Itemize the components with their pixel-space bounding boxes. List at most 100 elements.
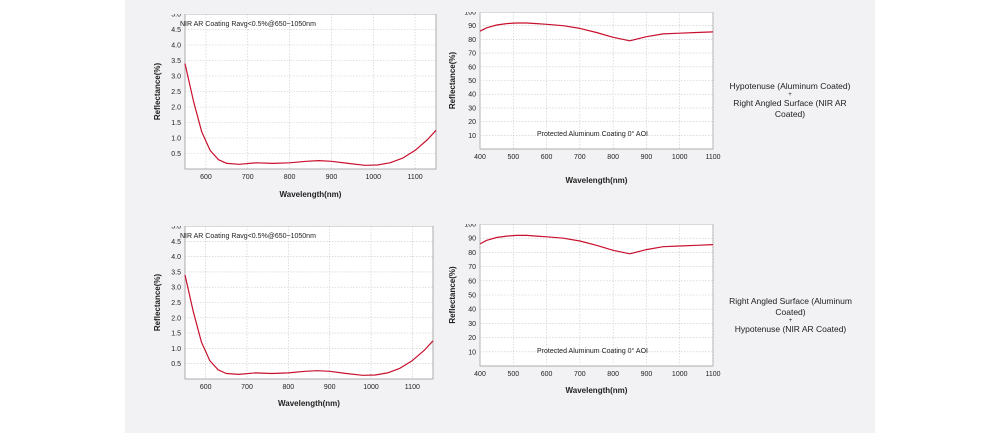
x-tick-label: 900 <box>324 384 336 391</box>
chart-title: Protected Aluminum Coating 0° AOI <box>537 130 648 138</box>
y-tick-label: 4.0 <box>171 43 181 50</box>
y-tick-label: 1.0 <box>171 346 181 353</box>
y-tick-label: 60 <box>468 64 476 71</box>
chart-aluminum-bottom: 10 20 30 40 50 60 70 80 90 100 400 500 600 700 800 900 1… <box>448 224 721 395</box>
x-tick-label: 700 <box>574 371 586 378</box>
plot-area <box>479 12 714 150</box>
chart-title: NIR AR Coating Ravg<0.5%@650~1050nm <box>180 21 316 28</box>
y-tick-label: 40 <box>468 92 476 99</box>
x-tick-label: 800 <box>284 174 296 181</box>
y-tick-label: 70 <box>468 51 476 58</box>
x-tick-label: 900 <box>326 174 338 181</box>
y-tick-label: 40 <box>468 307 476 314</box>
y-axis-label: Reflectance(%) <box>448 51 457 109</box>
y-tick-label: 90 <box>468 23 476 30</box>
coating-note-top: Hypotenuse (Aluminum Coated) + Right Ang… <box>720 81 860 120</box>
x-tick-label: 600 <box>200 384 212 391</box>
y-tick-label: 4.0 <box>171 254 181 261</box>
chart-title: Protected Aluminum Coating 0° AOI <box>537 347 648 355</box>
y-axis-label: Reflectance(%) <box>153 273 162 331</box>
y-tick-label: 90 <box>468 236 476 243</box>
y-tick-label: 10 <box>468 133 476 140</box>
reflectance-curve <box>184 63 437 166</box>
y-tick-label: 0.5 <box>171 151 181 158</box>
note-plus: + <box>788 92 792 98</box>
y-tick-label: 2.0 <box>171 315 181 322</box>
y-axis-label: Reflectance(%) <box>448 266 457 324</box>
y-tick-label: 3.5 <box>171 58 181 65</box>
y-tick-label: 30 <box>468 105 476 112</box>
chart-title: NIR AR Coating Ravg<0.5%@650~1050nm <box>180 233 316 240</box>
x-axis-label: Wavelength(nm) <box>566 176 628 185</box>
note-plus: + <box>788 318 793 324</box>
x-tick-label: 500 <box>507 154 519 161</box>
x-tick-label: 400 <box>474 371 486 378</box>
y-tick-label: 4.5 <box>171 27 181 34</box>
y-tick-label: 5.0 <box>171 226 181 231</box>
plot-area <box>479 224 714 367</box>
chart-nir-ar-bottom: 0.5 1.0 1.5 2.0 2.5 3.0 3.5 4.0 4.5 5.0 600 700 800 9… <box>153 226 434 408</box>
x-tick-label: 600 <box>541 371 553 378</box>
y-tick-label: 1.0 <box>171 136 181 143</box>
y-tick-label: 20 <box>468 335 476 342</box>
y-tick-label: 80 <box>468 37 476 44</box>
x-tick-label: 1000 <box>672 371 688 378</box>
y-tick-label: 80 <box>468 250 476 257</box>
y-tick-label: 1.5 <box>171 331 181 338</box>
x-tick-label: 900 <box>641 371 653 378</box>
note-line-1: Hypotenuse (Aluminum Coated) <box>729 81 851 91</box>
coating-note-bottom: Right Angled Surface (Aluminum Coated) +… <box>713 296 868 335</box>
x-axis-label: Wavelength(nm) <box>278 399 340 408</box>
x-tick-label: 600 <box>541 154 553 161</box>
y-tick-label: 2.0 <box>171 105 181 112</box>
x-axis-label: Wavelength(nm) <box>566 386 628 395</box>
x-tick-label: 1100 <box>408 174 423 181</box>
note-line-1: Right Angled Surface (Aluminum Coated) <box>729 296 852 317</box>
plot-area <box>184 14 437 170</box>
x-tick-label: 1100 <box>705 371 720 378</box>
x-tick-label: 1000 <box>363 384 379 391</box>
x-tick-label: 500 <box>507 371 519 378</box>
y-tick-label: 0.5 <box>171 361 181 368</box>
chart-aluminum-top: 10 20 30 40 50 60 70 80 90 100 400 500 600 700 800 900 1… <box>448 12 721 185</box>
x-tick-label: 700 <box>574 154 586 161</box>
x-tick-label: 800 <box>282 384 294 391</box>
y-tick-label: 100 <box>464 12 476 17</box>
y-tick-label: 100 <box>464 224 476 229</box>
x-tick-label: 1000 <box>365 174 381 181</box>
note-line-2: Right Angled Surface (NIR AR Coated) <box>733 98 847 119</box>
reflectance-curve <box>479 234 714 255</box>
y-tick-label: 3.0 <box>171 285 181 292</box>
y-tick-label: 2.5 <box>171 300 181 307</box>
y-tick-label: 5.0 <box>171 14 181 19</box>
reflectance-curve <box>479 22 714 42</box>
x-tick-label: 700 <box>242 174 254 181</box>
note-line-2: Hypotenuse (NIR AR Coated) <box>734 324 847 334</box>
y-tick-label: 4.5 <box>171 239 181 246</box>
x-tick-label: 1000 <box>672 154 688 161</box>
y-tick-label: 20 <box>468 119 476 126</box>
x-tick-label: 1100 <box>405 384 420 391</box>
y-tick-label: 1.5 <box>171 120 181 127</box>
x-tick-label: 800 <box>607 154 619 161</box>
x-tick-label: 800 <box>607 371 619 378</box>
y-tick-label: 30 <box>468 321 476 328</box>
x-tick-label: 600 <box>200 174 212 181</box>
y-tick-label: 3.0 <box>171 74 181 81</box>
x-tick-label: 700 <box>241 384 253 391</box>
x-tick-label: 900 <box>641 154 653 161</box>
y-tick-label: 60 <box>468 278 476 285</box>
x-tick-label: 400 <box>474 154 486 161</box>
y-tick-label: 70 <box>468 264 476 271</box>
y-tick-label: 2.5 <box>171 89 181 96</box>
chart-nir-ar-top: 0.5 1.0 1.5 2.0 2.5 3.0 3.5 4.0 4.5 5.0 600 700 800 9… <box>153 14 437 199</box>
reflectance-curve <box>184 274 434 376</box>
y-tick-label: 50 <box>468 293 476 300</box>
y-tick-label: 3.5 <box>171 269 181 276</box>
y-tick-label: 50 <box>468 78 476 85</box>
y-axis-label: Reflectance(%) <box>153 62 162 120</box>
x-tick-label: 1100 <box>705 154 720 161</box>
x-axis-label: Wavelength(nm) <box>280 190 342 199</box>
y-tick-label: 10 <box>468 349 476 356</box>
